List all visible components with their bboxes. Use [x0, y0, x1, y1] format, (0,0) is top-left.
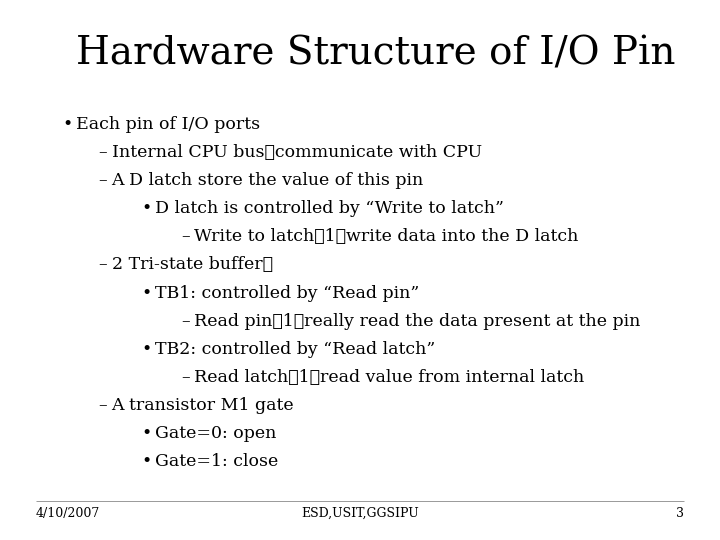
- Text: Each pin of I/O ports: Each pin of I/O ports: [76, 116, 260, 133]
- Text: •: •: [63, 116, 73, 133]
- Text: Hardware Structure of I/O Pin: Hardware Structure of I/O Pin: [76, 35, 675, 72]
- Text: 2 Tri-state buffer；: 2 Tri-state buffer；: [112, 256, 273, 273]
- Text: 3: 3: [676, 507, 684, 519]
- Text: Read pin＝1；really read the data present at the pin: Read pin＝1；really read the data present …: [194, 313, 641, 329]
- Text: •: •: [142, 200, 152, 217]
- Text: –: –: [99, 397, 107, 414]
- Text: •: •: [142, 285, 152, 301]
- Text: TB1: controlled by “Read pin”: TB1: controlled by “Read pin”: [155, 285, 419, 301]
- Text: A transistor M1 gate: A transistor M1 gate: [112, 397, 294, 414]
- Text: •: •: [142, 341, 152, 357]
- Text: •: •: [142, 425, 152, 442]
- Text: –: –: [99, 172, 107, 189]
- Text: Read latch＝1；read value from internal latch: Read latch＝1；read value from internal la…: [194, 369, 585, 386]
- Text: –: –: [99, 256, 107, 273]
- Text: D latch is controlled by “Write to latch”: D latch is controlled by “Write to latch…: [155, 200, 504, 217]
- Text: –: –: [99, 144, 107, 161]
- Text: TB2: controlled by “Read latch”: TB2: controlled by “Read latch”: [155, 341, 435, 357]
- Text: Internal CPU bus；communicate with CPU: Internal CPU bus；communicate with CPU: [112, 144, 482, 161]
- Text: 4/10/2007: 4/10/2007: [36, 507, 100, 519]
- Text: Gate=1: close: Gate=1: close: [155, 453, 278, 470]
- Text: –: –: [181, 369, 190, 386]
- Text: ESD,USIT,GGSIPU: ESD,USIT,GGSIPU: [301, 507, 419, 519]
- Text: Gate=0: open: Gate=0: open: [155, 425, 276, 442]
- Text: Write to latch＝1；write data into the D latch: Write to latch＝1；write data into the D l…: [194, 228, 579, 245]
- Text: –: –: [181, 228, 190, 245]
- Text: –: –: [181, 313, 190, 329]
- Text: A D latch store the value of this pin: A D latch store the value of this pin: [112, 172, 424, 189]
- Text: •: •: [142, 453, 152, 470]
